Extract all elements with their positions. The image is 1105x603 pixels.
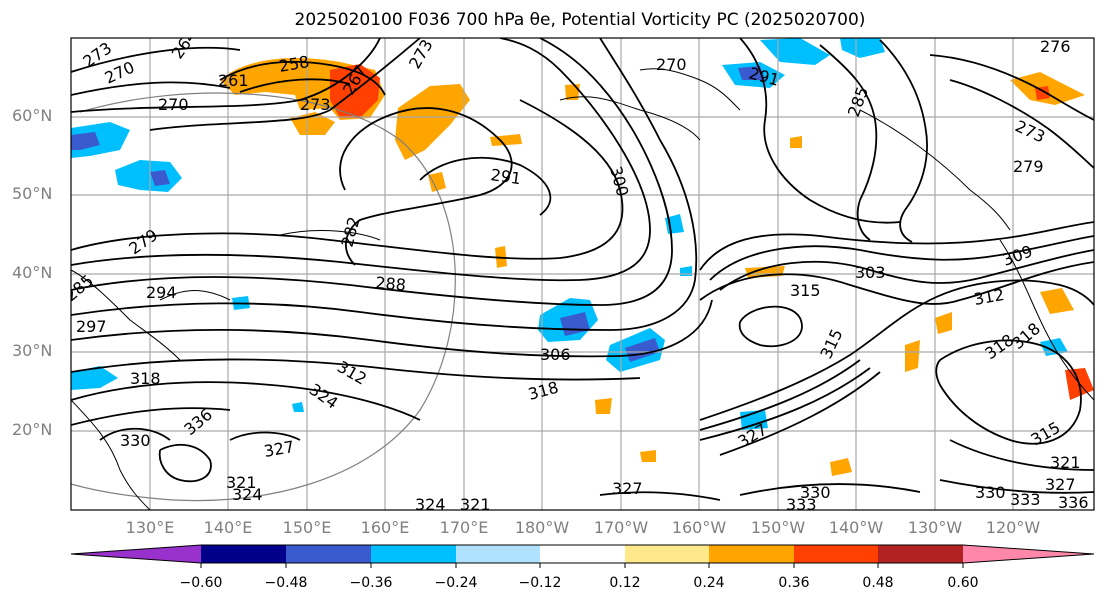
contour-label: 288	[375, 273, 407, 295]
colorbar-tick-label: 0.36	[778, 575, 810, 591]
lon-label-170e: 170°E	[439, 518, 489, 537]
contour-label: 333	[1010, 490, 1041, 509]
contour-label: 279	[1013, 157, 1044, 176]
colorbar-tick-label: −0.60	[179, 575, 223, 591]
colorbar-tick-label: −0.36	[349, 575, 393, 591]
lon-label-120w: 120°W	[985, 518, 1041, 537]
colorbar	[70, 544, 1095, 568]
lat-label-20n: 20°N	[12, 420, 53, 439]
colorbar-bin	[540, 545, 625, 563]
contour-label: 330	[120, 431, 151, 450]
colorbar-bin	[625, 545, 709, 563]
colorbar-bin	[794, 545, 878, 563]
colorbar-tick-label: 0.12	[609, 575, 641, 591]
colorbar-tick-label: 0.48	[862, 575, 894, 591]
contour-labels: 273 270 264 261 258 273 267 273 270 291 …	[71, 37, 1089, 514]
lon-label-150w: 150°W	[750, 518, 806, 537]
pv-positive-shading	[220, 57, 1094, 476]
contour-label: 330	[975, 483, 1006, 502]
colorbar-bin	[456, 545, 540, 563]
contour-label: 327	[1045, 475, 1076, 494]
lat-label-30n: 30°N	[12, 341, 53, 360]
lon-label-140w: 140°W	[828, 518, 884, 537]
contour-label: 261	[218, 71, 249, 90]
colorbar-extend-min	[71, 545, 201, 563]
colorbar-tick-label: −0.12	[518, 575, 562, 591]
contour-label: 297	[76, 317, 107, 336]
theta-e-contours	[71, 38, 1094, 501]
contour-label: 330	[800, 483, 831, 502]
lat-label-50n: 50°N	[12, 184, 53, 203]
colorbar-bin	[371, 545, 456, 563]
contour-label: 270	[158, 95, 189, 114]
colorbar-bin	[878, 545, 963, 563]
lon-label-140e: 140°E	[203, 518, 253, 537]
contour-label: 327	[612, 479, 643, 498]
lon-label-170w: 170°W	[593, 518, 649, 537]
colorbar-bin	[709, 545, 794, 563]
lon-label-150e: 150°E	[282, 518, 332, 537]
contour-label: 321	[226, 473, 257, 492]
colorbar-tick-label: 0.24	[693, 575, 725, 591]
range-circle	[71, 92, 456, 502]
contour-label: 273	[300, 95, 331, 114]
colorbar-tick-label: −0.48	[264, 575, 308, 591]
lon-label-130e: 130°E	[125, 518, 175, 537]
contour-label: 294	[146, 283, 177, 302]
contour-label: 321	[1050, 453, 1081, 472]
lon-label-180w: 180°W	[514, 518, 570, 537]
lon-label-160w: 160°W	[671, 518, 727, 537]
contour-label: 321	[460, 495, 491, 514]
contour-label: 333	[786, 495, 817, 514]
contour-label: 315	[790, 281, 821, 300]
plot-frame	[70, 37, 1095, 511]
contour-label: 303	[855, 263, 886, 282]
colorbar-bin	[201, 545, 286, 563]
contour-label: 270	[656, 55, 687, 74]
colorbar-tick-label: 0.60	[947, 575, 979, 591]
contour-label: 336	[1058, 493, 1089, 512]
lon-label-160e: 160°E	[360, 518, 410, 537]
lon-label-130w: 130°W	[907, 518, 963, 537]
contour-label: 276	[1040, 37, 1071, 56]
contour-label: 318	[130, 369, 161, 388]
lat-label-40n: 40°N	[12, 263, 53, 282]
colorbar-extend-max	[963, 545, 1094, 563]
contour-label: 291	[489, 165, 522, 188]
contour-label: 306	[540, 345, 571, 364]
chart-title: 2025020100 F036 700 hPa θe, Potential Vo…	[294, 10, 866, 30]
lat-label-60n: 60°N	[12, 106, 53, 125]
contour-label: 324	[415, 495, 446, 514]
contour-label: 324	[232, 485, 263, 504]
colorbar-tick-label: −0.24	[434, 575, 478, 591]
colorbar-bin	[286, 545, 371, 563]
